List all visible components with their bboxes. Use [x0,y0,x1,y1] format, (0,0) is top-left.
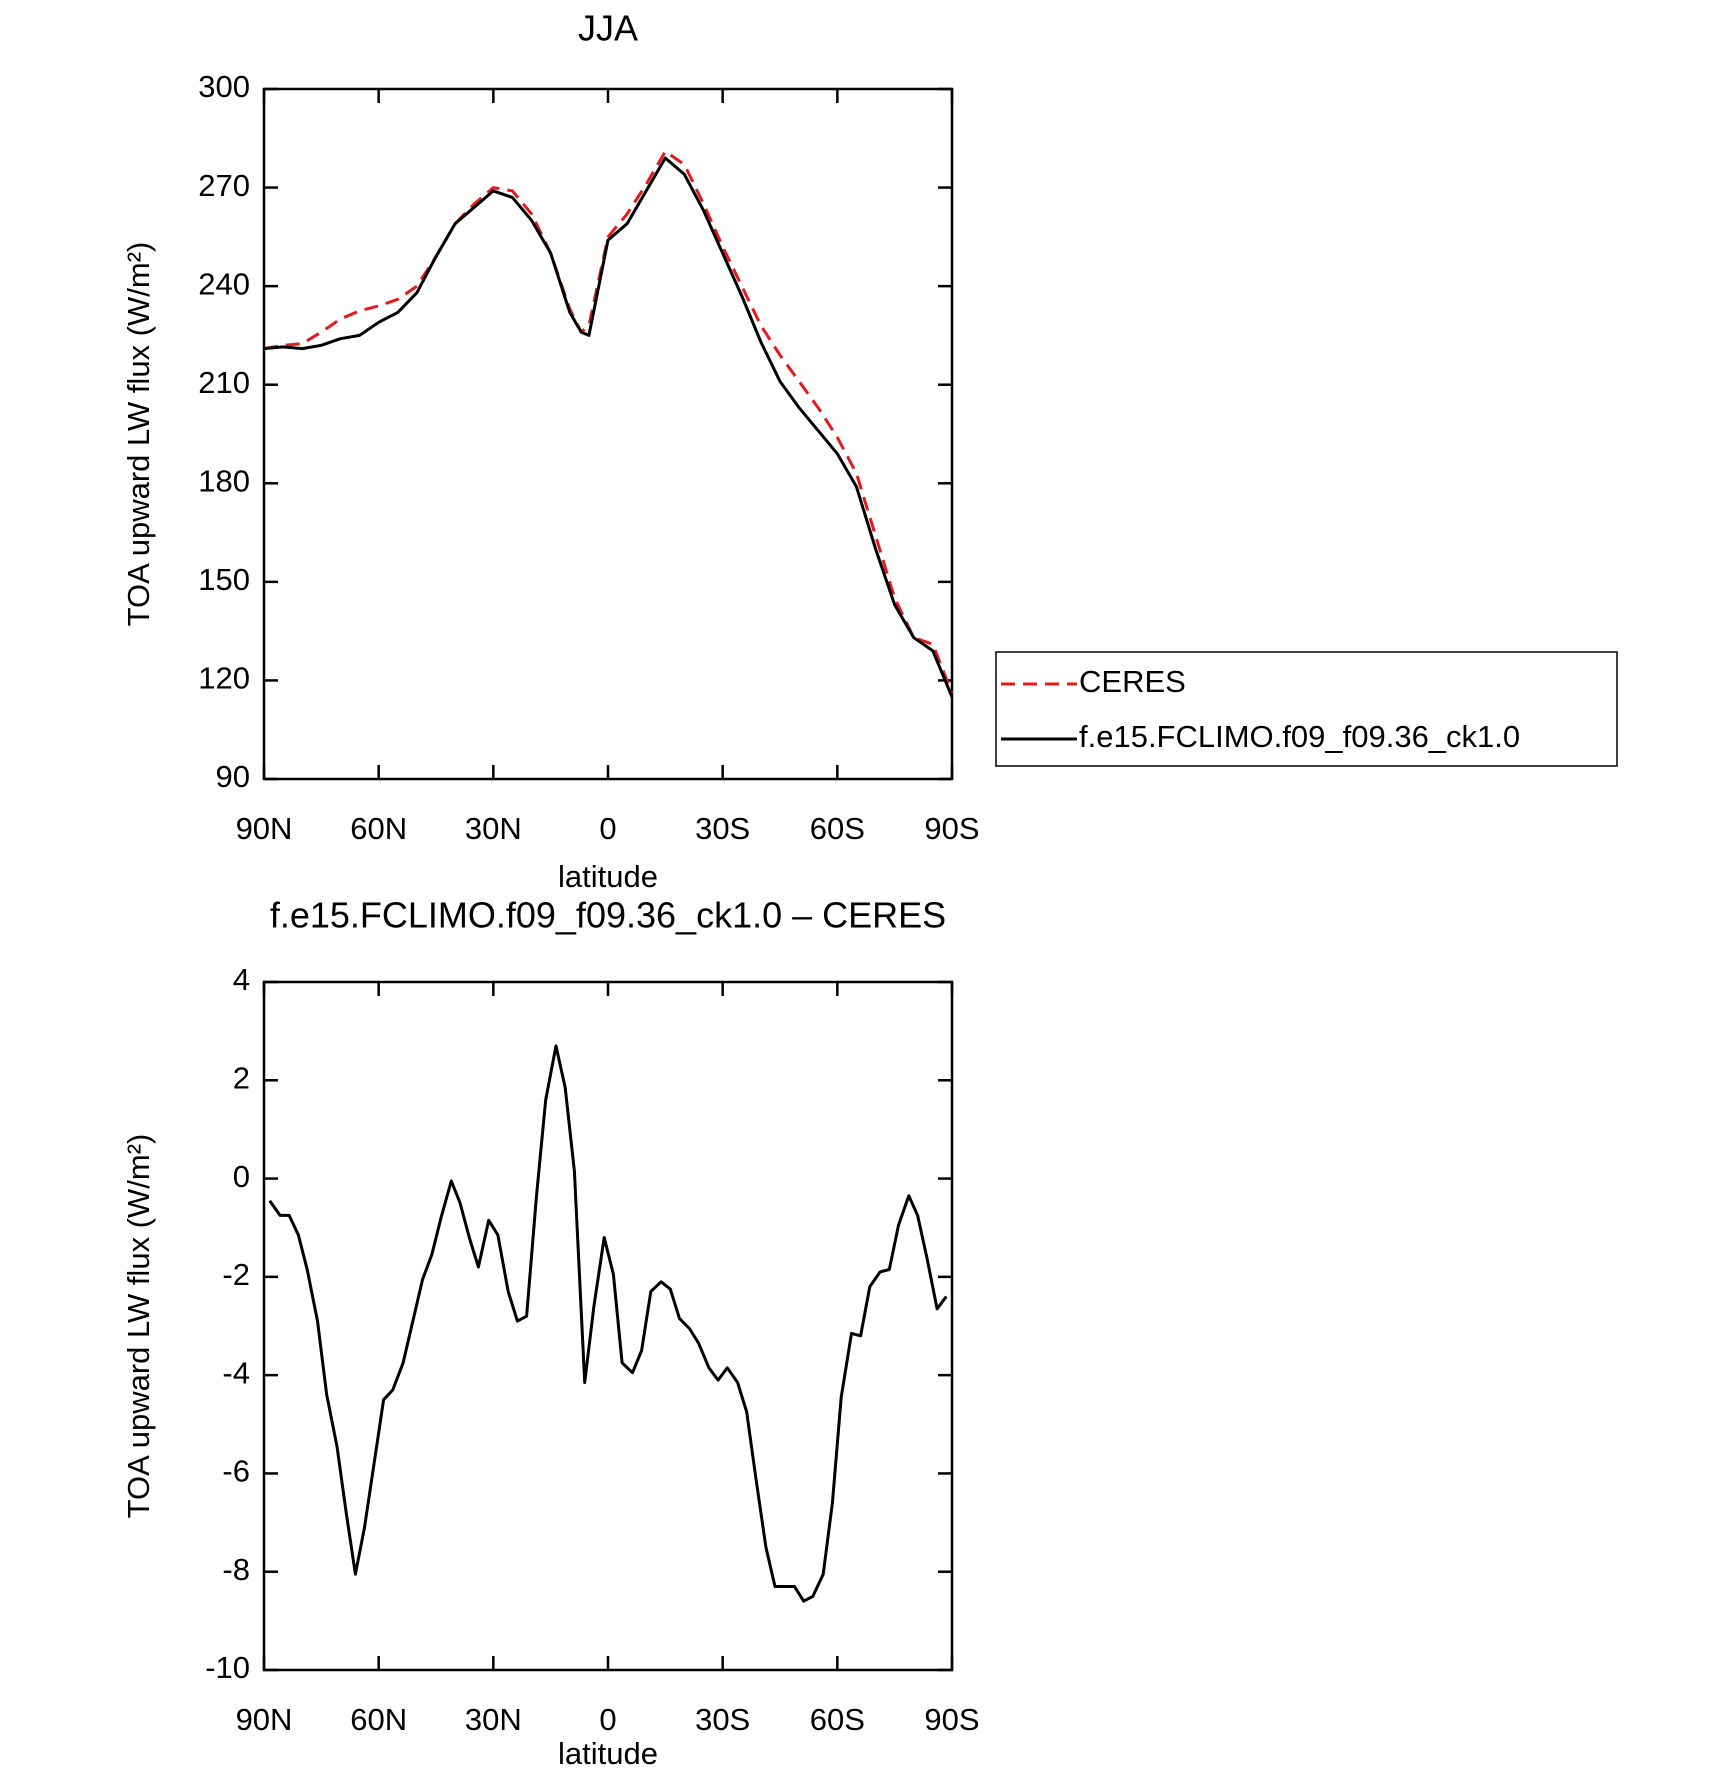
x-tick-label: 60N [350,1702,407,1737]
x-tick-label: 30N [465,1702,522,1737]
x-tick-label: 60S [810,811,865,846]
legend-label: CERES [1079,664,1186,699]
x-tick-label: 60S [810,1702,865,1737]
y-tick-label: -6 [222,1454,250,1489]
y-tick-label: 0 [233,1159,250,1194]
y-tick-label: 240 [198,266,250,301]
y-tick-label: 270 [198,168,250,203]
y-tick-label: 180 [198,463,250,498]
x-tick-label: 30S [695,811,750,846]
plot-frame [262,87,954,781]
x-tick-label: 0 [599,811,616,846]
y-tick-label: 300 [198,69,250,104]
y-tick-label: 4 [233,962,250,997]
legend-label: f.e15.FCLIMO.f09_f09.36_ck1.0 [1079,719,1520,754]
x-tick-label: 0 [599,1702,616,1737]
y-axis-label: TOA upward LW flux (W/m²) [121,1134,156,1519]
x-tick-label: 90N [236,1702,293,1737]
x-tick-label: 30S [695,1702,750,1737]
y-tick-label: 120 [198,661,250,696]
data-line [263,156,954,698]
y-tick-label: -10 [205,1650,250,1685]
data-line [268,1044,948,1603]
x-tick-label: 90N [236,811,293,846]
y-tick-label: 210 [198,365,250,400]
y-tick-label: -2 [222,1257,250,1292]
chart-title: f.e15.FCLIMO.f09_f09.36_ck1.0 – CERES [270,895,946,936]
data-line [263,149,954,695]
y-tick-label: -4 [222,1355,250,1390]
x-tick-label: 60N [350,811,407,846]
x-tick-label: 30N [465,811,522,846]
x-axis-label: latitude [558,859,658,894]
y-tick-label: 2 [233,1060,250,1095]
legend-box [995,651,1618,767]
y-tick-label: 150 [198,562,250,597]
y-tick-label: 90 [216,759,250,794]
x-tick-label: 90S [924,1702,979,1737]
x-axis-label: latitude [558,1736,658,1771]
chart-title: JJA [578,8,638,49]
plot-frame [262,980,954,1672]
y-tick-label: -8 [222,1552,250,1587]
y-axis-label: TOA upward LW flux (W/m²) [121,242,156,627]
x-tick-label: 90S [924,811,979,846]
